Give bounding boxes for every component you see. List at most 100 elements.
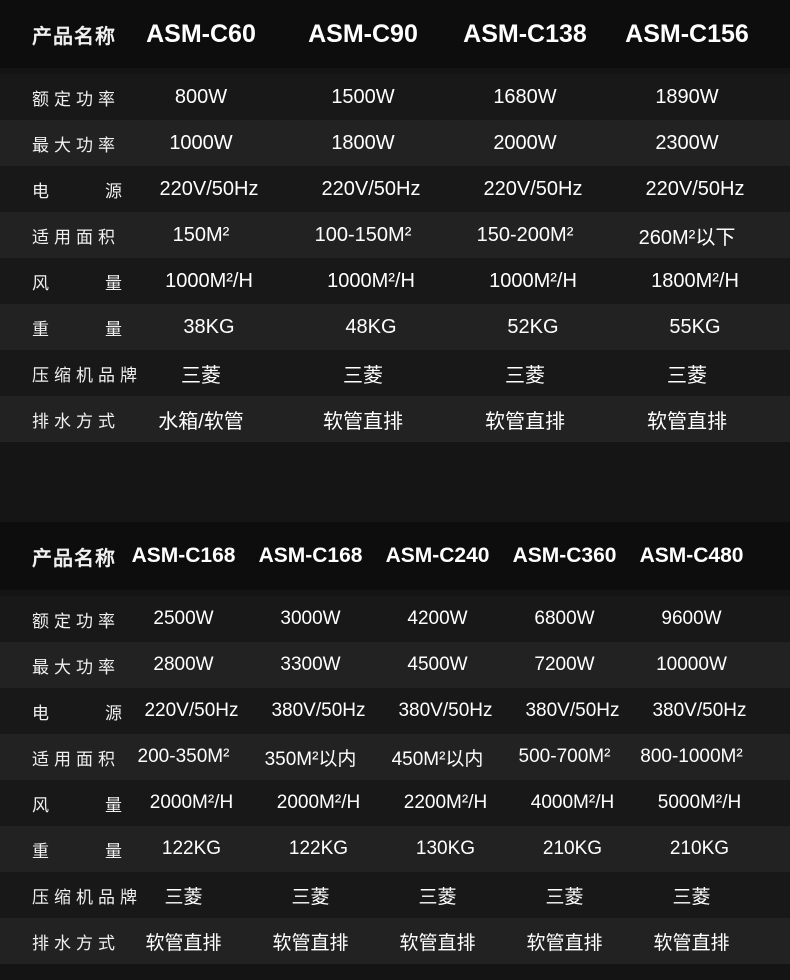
table-row: 电源 220V/50Hz 380V/50Hz 380V/50Hz 380V/50Hz 38… [0, 688, 790, 734]
table-row: 适用面积 150M² 100-150M² 150-200M² 260M²以下 [0, 212, 790, 258]
table-row: 额定功率 2500W 3000W 4200W 6800W 9600W [0, 596, 790, 642]
row-label: 电源 [32, 181, 122, 201]
spec-value: 9600W [661, 608, 722, 629]
spec-value: 260M²以下 [638, 226, 736, 249]
spec-value: 800-1000M² [640, 746, 743, 767]
row-label: 电源 [32, 703, 122, 723]
row-label: 重量 [32, 319, 122, 339]
model-name: ASM-C360 [512, 544, 617, 567]
spec-value: 48KG [345, 315, 397, 338]
spec-value: 2800W [153, 654, 214, 675]
spec-value: 2000M²/H [276, 792, 361, 813]
spec-value: 水箱/软管 [158, 410, 244, 433]
spec-value: 软管直排 [485, 410, 565, 433]
model-name: ASM-C168 [258, 544, 363, 567]
spec-value: 软管直排 [399, 932, 476, 954]
row-label: 额定功率 [32, 89, 120, 109]
spec-value: 三菱 [181, 364, 221, 387]
spec-value: 2200M²/H [403, 792, 488, 813]
spec-value: 软管直排 [526, 932, 603, 954]
spec-value: 软管直排 [323, 410, 403, 433]
table-row: 风量 1000M²/H 1000M²/H 1000M²/H 1800M²/H [0, 258, 790, 304]
spec-table-1: 产品名称 ASM-C60 ASM-C90 ASM-C138 ASM-C156 额定功率 80… [0, 0, 790, 442]
header-label: 产品名称 [32, 25, 116, 48]
spec-table-2: 产品名称 ASM-C168 ASM-C168 ASM-C240 ASM-C360 ASM-… [0, 522, 790, 964]
spec-value: 软管直排 [272, 932, 349, 954]
spec-value: 122KG [288, 838, 349, 859]
spec-value: 1000M²/H [165, 269, 253, 292]
spec-value: 3300W [280, 654, 341, 675]
spec-value: 2300W [655, 131, 719, 154]
spec-value: 210KG [542, 838, 603, 859]
table-row: 重量 122KG 122KG 130KG 210KG 210KG [0, 826, 790, 872]
table-row: 额定功率 800W 1500W 1680W 1890W [0, 74, 790, 120]
table-row: 风量 2000M²/H 2000M²/H 2200M²/H 4000M²/H 5000M²… [0, 780, 790, 826]
spec-value: 55KG [669, 315, 721, 338]
row-label: 压缩机品牌 [32, 887, 142, 907]
table-header: 产品名称 ASM-C60 ASM-C90 ASM-C138 ASM-C156 [0, 0, 790, 68]
spec-value: 220V/50Hz [144, 700, 239, 721]
spec-value: 三菱 [505, 364, 545, 387]
spec-value: 220V/50Hz [159, 177, 259, 200]
spec-value: 7200W [534, 654, 595, 675]
spec-value: 1800M²/H [651, 269, 739, 292]
spec-value: 122KG [161, 838, 222, 859]
row-label: 排水方式 [32, 411, 120, 431]
spec-value: 380V/50Hz [398, 700, 493, 721]
spec-value: 1680W [493, 85, 557, 108]
spec-value: 三菱 [672, 886, 711, 908]
spec-value: 三菱 [291, 886, 330, 908]
table-row: 最大功率 1000W 1800W 2000W 2300W [0, 120, 790, 166]
table-row: 重量 38KG 48KG 52KG 55KG [0, 304, 790, 350]
model-name: ASM-C60 [146, 19, 256, 48]
row-label: 压缩机品牌 [32, 365, 142, 385]
spec-value: 软管直排 [145, 932, 222, 954]
spec-value: 380V/50Hz [652, 700, 747, 721]
spec-value: 1000W [169, 131, 233, 154]
row-label: 重量 [32, 841, 122, 861]
spec-value: 1800W [331, 131, 395, 154]
row-label: 最大功率 [32, 657, 120, 677]
spec-value: 1890W [655, 85, 719, 108]
spec-value: 三菱 [667, 364, 707, 387]
spec-value: 380V/50Hz [525, 700, 620, 721]
spec-value: 150-200M² [476, 223, 574, 246]
spec-value: 38KG [183, 315, 235, 338]
table-row: 适用面积 200-350M² 350M²以内 450M²以内 500-700M² 800-… [0, 734, 790, 780]
row-label: 风量 [32, 273, 122, 293]
row-label: 排水方式 [32, 933, 120, 953]
spec-value: 100-150M² [314, 223, 412, 246]
table-row: 排水方式 软管直排 软管直排 软管直排 软管直排 软管直排 [0, 918, 790, 964]
spec-value: 210KG [669, 838, 730, 859]
spec-value: 52KG [507, 315, 559, 338]
model-name: ASM-C168 [131, 544, 236, 567]
spec-value: 三菱 [545, 886, 584, 908]
model-name: ASM-C156 [625, 19, 749, 48]
header-label: 产品名称 [32, 547, 116, 570]
spec-value: 380V/50Hz [271, 700, 366, 721]
spec-value: 1000M²/H [489, 269, 577, 292]
spec-value: 220V/50Hz [645, 177, 745, 200]
spec-value: 三菱 [418, 886, 457, 908]
section-gap [0, 442, 790, 522]
spec-value: 130KG [415, 838, 476, 859]
model-name: ASM-C480 [639, 544, 744, 567]
spec-value: 200-350M² [137, 746, 230, 767]
spec-value: 350M²以内 [264, 748, 357, 770]
table-row: 电源 220V/50Hz 220V/50Hz 220V/50Hz 220V/50Hz [0, 166, 790, 212]
table-row: 最大功率 2800W 3300W 4500W 7200W 10000W [0, 642, 790, 688]
model-name: ASM-C138 [463, 19, 587, 48]
spec-value: 三菱 [164, 886, 203, 908]
spec-value: 4200W [407, 608, 468, 629]
spec-value: 1000M²/H [327, 269, 415, 292]
spec-value: 3000W [280, 608, 341, 629]
divider [0, 590, 790, 596]
spec-value: 4000M²/H [530, 792, 615, 813]
spec-value: 800W [174, 85, 228, 108]
spec-value: 软管直排 [653, 932, 730, 954]
table-header: 产品名称 ASM-C168 ASM-C168 ASM-C240 ASM-C360 ASM-… [0, 522, 790, 590]
spec-value: 4500W [407, 654, 468, 675]
divider [0, 68, 790, 74]
spec-value: 2000M²/H [149, 792, 234, 813]
spec-value: 三菱 [343, 364, 383, 387]
